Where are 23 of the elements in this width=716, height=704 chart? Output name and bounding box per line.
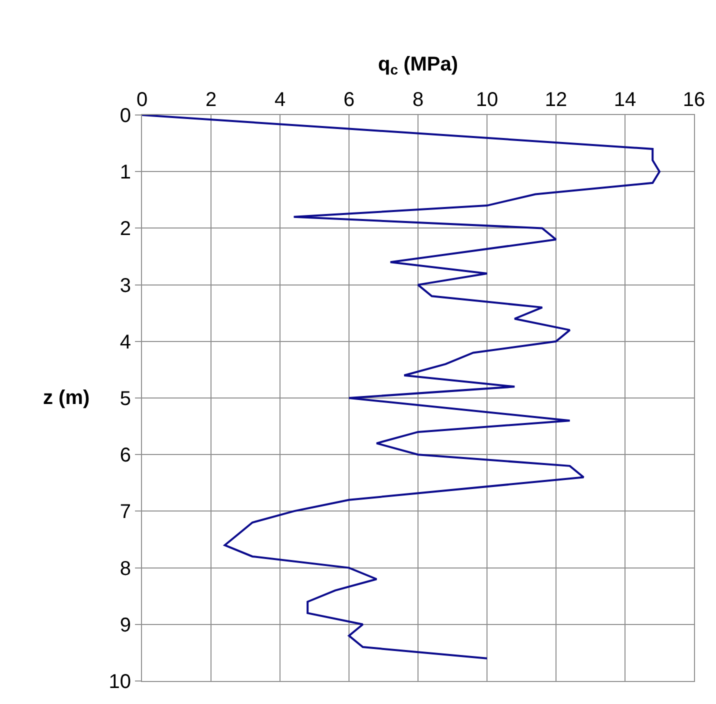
x-tick-label: 2 [205, 89, 217, 111]
x-tick-label: 12 [544, 89, 568, 111]
y-tick-label: 8 [120, 558, 131, 580]
y-tick-label: 5 [120, 388, 131, 410]
y-tick-label: 9 [120, 614, 131, 636]
x-tick-label: 6 [343, 89, 355, 111]
y-tick-label: 0 [120, 105, 131, 127]
line-series [142, 115, 660, 660]
x-tick-label: 8 [412, 89, 424, 111]
y-tick-label: 2 [120, 218, 131, 240]
x-tick-label: 0 [136, 89, 148, 111]
y-axis-title: z (m) [43, 387, 90, 409]
x-tick-label: 14 [614, 89, 636, 111]
x-tick-label: 10 [476, 89, 498, 111]
y-tick-label: 1 [120, 162, 131, 184]
x-tick-label: 4 [274, 89, 286, 111]
y-tick-label: 10 [108, 671, 131, 693]
y-tick-label: 6 [120, 444, 131, 467]
y-tick-label: 7 [120, 501, 131, 524]
x-tick-label: 16 [682, 89, 706, 111]
y-tick-label: 3 [120, 274, 131, 297]
y-tick-label: 4 [120, 331, 131, 354]
x-axis-title: q$_{c}$ (MPa) [378, 54, 458, 78]
